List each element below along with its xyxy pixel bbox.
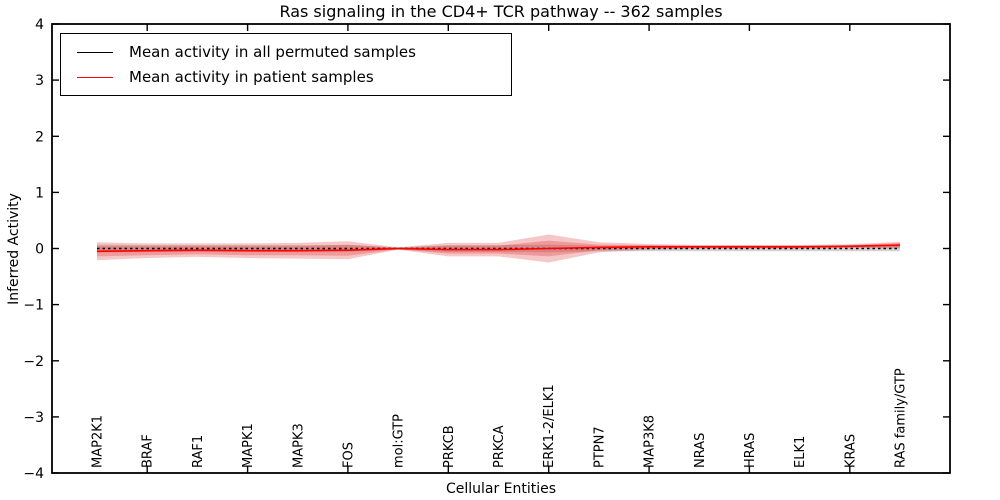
x-axis-entity-label: MAP3K8 [643,415,658,468]
patient-mean-line-swatch [77,76,113,78]
x-axis-entity-label: PRKCB [442,425,457,468]
y-axis-tick-label: −4 [23,466,44,482]
x-axis-entity-label: ERK1-2/ELK1 [542,384,557,468]
y-axis-tick-label: −3 [23,410,44,426]
x-axis-entity-label: mol:GTP [392,414,407,468]
x-axis-entity-label: FOS [341,442,356,468]
permuted-mean-line-swatch [77,51,113,53]
x-axis-entity-label: MAP2K1 [91,415,106,468]
x-axis-entity-label: KRAS [843,434,858,468]
legend-label: Mean activity in all permuted samples [129,43,416,61]
x-axis-entity-label: PRKCA [492,425,507,468]
y-axis-tick-label: 4 [35,17,44,33]
y-axis-tick-label: 1 [35,185,44,201]
legend-label: Mean activity in patient samples [129,68,374,86]
x-axis-entity-label: NRAS [693,433,708,468]
y-axis-tick-label: 0 [35,242,44,258]
y-axis-tick-label: −1 [23,298,44,314]
legend-item-permuted: Mean activity in all permuted samples [61,43,511,61]
x-axis-entity-label: HRAS [743,433,758,468]
y-axis-tick-label: 2 [35,129,44,145]
x-axis-entity-label: BRAF [141,434,156,468]
x-axis-label: Cellular Entities [445,481,557,497]
x-axis-entity-label: MAPK3 [291,423,306,468]
y-axis-tick-label: −2 [23,354,44,370]
legend-item-patient: Mean activity in patient samples [61,68,511,86]
x-axis-entity-label: RAF1 [191,435,206,468]
y-axis-tick-label: 3 [35,73,44,89]
patient-mean-line [96,244,901,253]
x-axis-entity-label: ELK1 [793,436,808,468]
legend: Mean activity in all permuted samples Me… [60,33,512,96]
x-axis-entity-label: RAS family/GTP [894,368,909,468]
x-axis-entity-label: PTPN7 [592,426,607,468]
y-axis-label: Inferred Activity [6,193,22,305]
chart-title: Ras signaling in the CD4+ TCR pathway --… [279,2,723,21]
x-axis-entity-label: MAPK1 [241,423,256,468]
